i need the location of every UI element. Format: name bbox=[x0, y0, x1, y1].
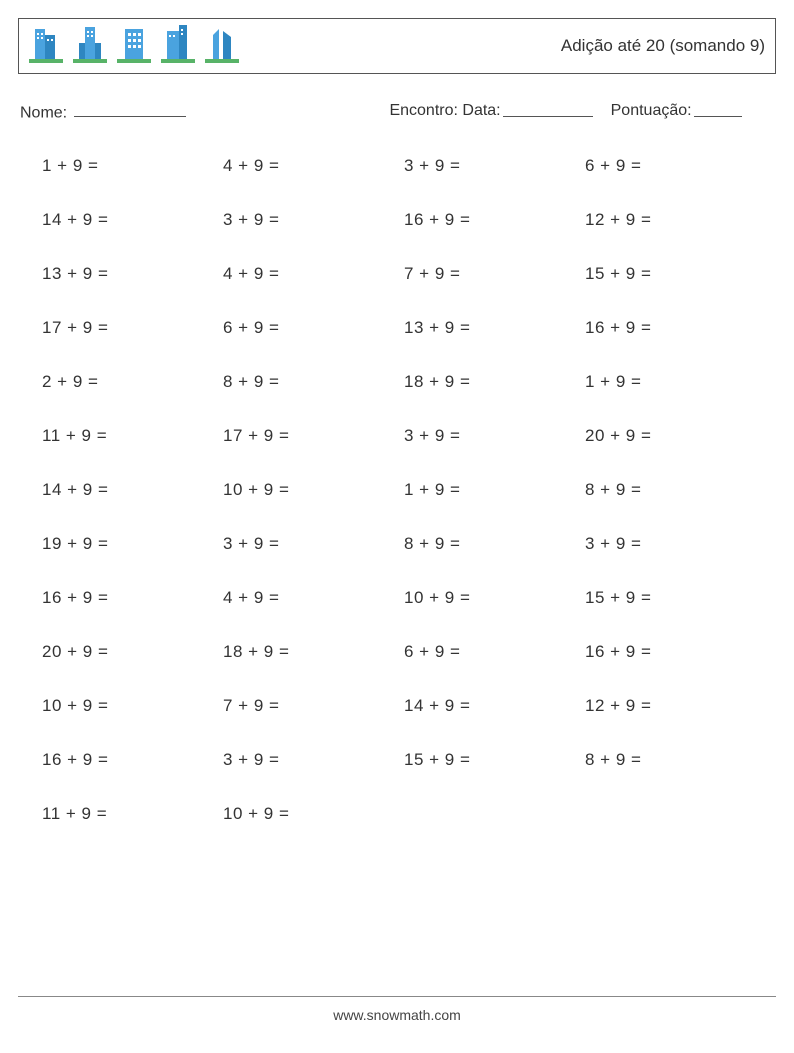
problem-row: 14 + 9 =10 + 9 =1 + 9 =8 + 9 = bbox=[42, 480, 766, 500]
problem-cell: 14 + 9 = bbox=[42, 210, 223, 230]
problem-cell: 8 + 9 = bbox=[223, 372, 404, 392]
problem-cell: 12 + 9 = bbox=[585, 696, 766, 716]
problem-cell: 8 + 9 = bbox=[404, 534, 585, 554]
problem-cell: 18 + 9 = bbox=[404, 372, 585, 392]
name-label: Nome: bbox=[20, 104, 67, 121]
problem-cell: 1 + 9 = bbox=[404, 480, 585, 500]
encounter-label: Encontro: Data: bbox=[389, 102, 500, 122]
problem-cell: 16 + 9 = bbox=[585, 642, 766, 662]
problem-row: 16 + 9 =3 + 9 =15 + 9 =8 + 9 = bbox=[42, 750, 766, 770]
problem-row: 14 + 9 =3 + 9 =16 + 9 =12 + 9 = bbox=[42, 210, 766, 230]
problem-row: 2 + 9 =8 + 9 =18 + 9 =1 + 9 = bbox=[42, 372, 766, 392]
problem-cell: 7 + 9 = bbox=[223, 696, 404, 716]
problem-cell: 16 + 9 = bbox=[42, 750, 223, 770]
problem-cell: 6 + 9 = bbox=[223, 318, 404, 338]
problem-cell: 3 + 9 = bbox=[404, 156, 585, 176]
problem-row: 13 + 9 =4 + 9 =7 + 9 =15 + 9 = bbox=[42, 264, 766, 284]
problem-cell: 20 + 9 = bbox=[42, 642, 223, 662]
problem-cell: 3 + 9 = bbox=[585, 534, 766, 554]
problem-cell: 16 + 9 = bbox=[42, 588, 223, 608]
problem-cell: 1 + 9 = bbox=[585, 372, 766, 392]
problem-cell: 4 + 9 = bbox=[223, 588, 404, 608]
building-icon bbox=[29, 25, 63, 68]
problem-cell: 3 + 9 = bbox=[404, 426, 585, 446]
problem-cell: 8 + 9 = bbox=[585, 480, 766, 500]
building-icon bbox=[117, 25, 151, 68]
problem-cell: 10 + 9 = bbox=[42, 696, 223, 716]
problem-cell: 17 + 9 = bbox=[223, 426, 404, 446]
problem-cell: 17 + 9 = bbox=[42, 318, 223, 338]
building-icon bbox=[161, 25, 195, 68]
problem-cell: 16 + 9 = bbox=[585, 318, 766, 338]
problem-cell: 2 + 9 = bbox=[42, 372, 223, 392]
problem-cell bbox=[404, 804, 585, 824]
problem-row: 10 + 9 =7 + 9 =14 + 9 =12 + 9 = bbox=[42, 696, 766, 716]
problem-cell: 18 + 9 = bbox=[223, 642, 404, 662]
problem-cell: 3 + 9 = bbox=[223, 750, 404, 770]
problem-cell: 12 + 9 = bbox=[585, 210, 766, 230]
problem-cell: 11 + 9 = bbox=[42, 804, 223, 824]
problem-cell: 4 + 9 = bbox=[223, 264, 404, 284]
problem-cell: 4 + 9 = bbox=[223, 156, 404, 176]
problems-grid: 1 + 9 =4 + 9 =3 + 9 =6 + 9 =14 + 9 =3 + … bbox=[18, 156, 776, 824]
problem-row: 17 + 9 =6 + 9 =13 + 9 =16 + 9 = bbox=[42, 318, 766, 338]
worksheet-title: Adição até 20 (somando 9) bbox=[561, 36, 765, 56]
score-label: Pontuação: bbox=[611, 102, 692, 122]
problem-cell: 15 + 9 = bbox=[404, 750, 585, 770]
problem-row: 1 + 9 =4 + 9 =3 + 9 =6 + 9 = bbox=[42, 156, 766, 176]
problem-cell: 8 + 9 = bbox=[585, 750, 766, 770]
building-icons bbox=[29, 25, 239, 68]
problem-cell: 3 + 9 = bbox=[223, 534, 404, 554]
problem-cell: 16 + 9 = bbox=[404, 210, 585, 230]
problem-cell: 15 + 9 = bbox=[585, 264, 766, 284]
problem-cell: 14 + 9 = bbox=[404, 696, 585, 716]
encounter-blank bbox=[503, 102, 593, 117]
footer-url: www.snowmath.com bbox=[0, 1007, 794, 1023]
score-blank bbox=[694, 102, 742, 117]
header-box: Adição até 20 (somando 9) bbox=[18, 18, 776, 74]
problem-cell: 10 + 9 = bbox=[223, 804, 404, 824]
problem-row: 11 + 9 =17 + 9 =3 + 9 =20 + 9 = bbox=[42, 426, 766, 446]
problem-cell: 13 + 9 = bbox=[404, 318, 585, 338]
footer-rule bbox=[18, 996, 776, 997]
problem-cell: 13 + 9 = bbox=[42, 264, 223, 284]
problem-cell: 3 + 9 = bbox=[223, 210, 404, 230]
problem-cell: 20 + 9 = bbox=[585, 426, 766, 446]
problem-row: 11 + 9 =10 + 9 = bbox=[42, 804, 766, 824]
problem-cell: 10 + 9 = bbox=[404, 588, 585, 608]
problem-cell: 7 + 9 = bbox=[404, 264, 585, 284]
problem-cell: 6 + 9 = bbox=[404, 642, 585, 662]
problem-cell: 1 + 9 = bbox=[42, 156, 223, 176]
problem-row: 19 + 9 =3 + 9 =8 + 9 =3 + 9 = bbox=[42, 534, 766, 554]
name-blank bbox=[74, 102, 186, 117]
problem-cell: 6 + 9 = bbox=[585, 156, 766, 176]
meta-row: Nome: Encontro: Data: Pontuação: bbox=[18, 102, 776, 122]
problem-cell: 10 + 9 = bbox=[223, 480, 404, 500]
problem-cell: 15 + 9 = bbox=[585, 588, 766, 608]
problem-cell: 19 + 9 = bbox=[42, 534, 223, 554]
building-icon bbox=[73, 25, 107, 68]
problem-row: 16 + 9 =4 + 9 =10 + 9 =15 + 9 = bbox=[42, 588, 766, 608]
problem-cell: 14 + 9 = bbox=[42, 480, 223, 500]
problem-cell bbox=[585, 804, 766, 824]
problem-row: 20 + 9 =18 + 9 =6 + 9 =16 + 9 = bbox=[42, 642, 766, 662]
building-icon bbox=[205, 25, 239, 68]
problem-cell: 11 + 9 = bbox=[42, 426, 223, 446]
